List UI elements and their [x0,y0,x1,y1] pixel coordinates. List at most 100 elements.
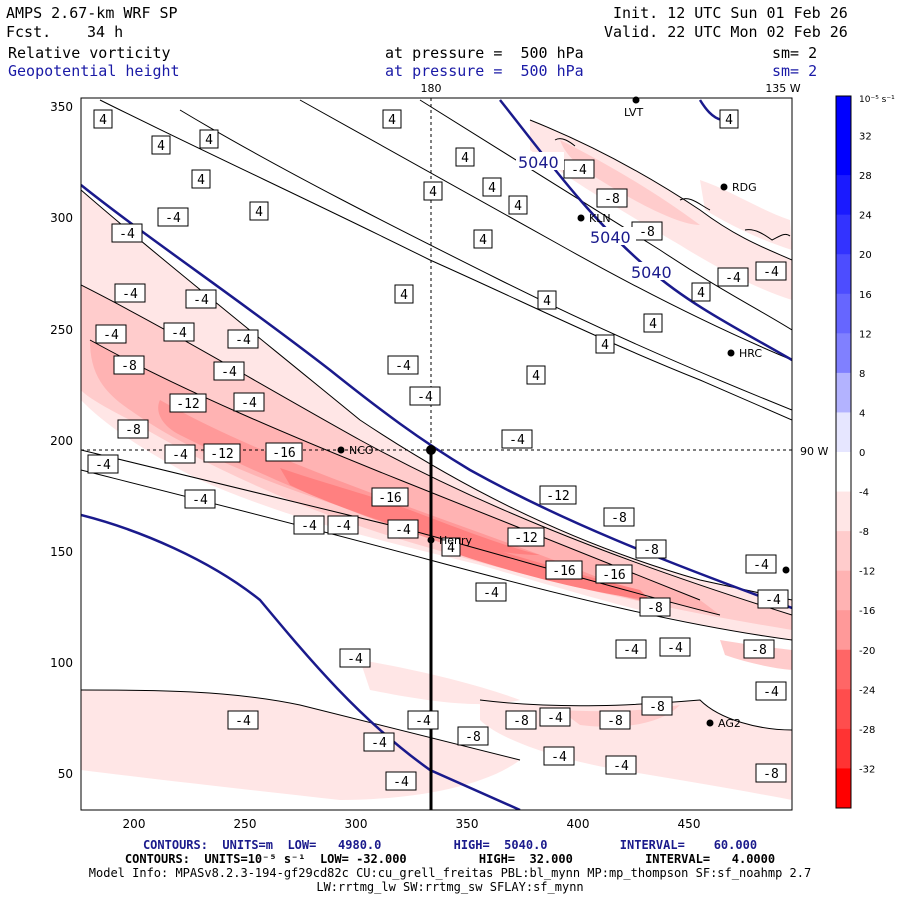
colorbar-label: 4 [859,408,865,419]
y-tick: 350 [50,100,73,114]
forecast-value: 34 h [87,23,124,41]
vort-label: -4 [227,329,259,349]
svg-text:-4: -4 [417,390,433,405]
svg-text:-4: -4 [172,448,188,463]
vort-label: -4 [659,637,691,657]
svg-text:4: 4 [532,369,540,384]
colorbar-segment [836,135,851,176]
colorbar-unit: 10⁻⁵ s⁻¹ [859,95,895,105]
svg-text:-4: -4 [192,493,208,508]
vort-label: 4 [151,135,171,155]
vort-label: -8 [599,710,631,730]
field2-name: Geopotential height [8,62,180,80]
vort-label: -4 [407,710,439,730]
vort-label: 4 [423,181,443,201]
field2-smooth: sm= 2 [772,62,818,80]
field1-smooth: sm= 2 [772,44,818,62]
svg-text:HRC: HRC [739,347,762,360]
vort-label: -4 [757,589,789,609]
svg-text:-16: -16 [552,564,575,579]
colorbar-segment [836,570,851,611]
height-label: 5040 [590,228,631,247]
svg-text:-12: -12 [514,531,537,546]
svg-text:-4: -4 [763,685,779,700]
colorbar-segment [836,412,851,453]
station-marker: RDG [720,181,757,194]
vort-label: -4 [501,429,533,449]
vort-label: 4 [719,109,739,129]
colorbar-label: -20 [859,646,875,657]
x-tick: 400 [567,817,590,831]
colorbar-segment [836,491,851,532]
colorbar-label: -16 [859,606,875,617]
vort-label: 4 [537,290,557,310]
svg-text:4: 4 [205,133,213,148]
svg-text:-4: -4 [235,333,251,348]
colorbar-segment [836,293,851,334]
vort-label: -4 [164,444,196,464]
svg-text:-16: -16 [602,568,625,583]
colorbar-segment [836,96,851,137]
lon-label-180: 180 [421,82,442,95]
svg-text:-8: -8 [513,714,529,729]
svg-text:-4: -4 [395,523,411,538]
colorbar-label: -24 [859,685,875,696]
svg-text:-16: -16 [378,491,401,506]
x-tick: 350 [456,817,479,831]
svg-text:-8: -8 [125,423,141,438]
field2-level: at pressure = 500 hPa [385,62,584,80]
colorbar-label: -8 [859,527,869,538]
vort-label: -8 [639,597,671,617]
vort-label: -16 [371,487,409,507]
x-axis: 200 250 300 350 400 450 [123,817,701,831]
colorbar-label: 12 [859,329,872,340]
vort-label: -4 [163,322,195,342]
svg-text:-12: -12 [546,489,569,504]
vort-label: -4 [339,648,371,668]
vort-label: -4 [543,746,575,766]
svg-text:4: 4 [488,181,496,196]
svg-text:-8: -8 [611,511,627,526]
lat-label-90w: 90 W [800,445,828,458]
vort-label: -4 [539,707,571,727]
vort-label: -4 [227,710,259,730]
vort-label: -4 [363,732,395,752]
vorticity-labels: 4 4 4 4 4 4 4 4 4 4 4 4 4 4 4 4 4 4 4 -4… [87,109,789,791]
vort-label: -4 [114,283,146,303]
colorbar-segment [836,452,851,493]
svg-text:4: 4 [479,233,487,248]
colorbar-label: 32 [859,132,872,143]
vort-label: -8 [603,507,635,527]
svg-text:-8: -8 [643,543,659,558]
pole-marker [426,445,436,455]
vort-label: -16 [545,560,583,580]
vort-label: -4 [184,489,216,509]
vort-label: 4 [595,334,615,354]
svg-text:4: 4 [447,541,455,556]
station-marker: KLN [577,212,611,225]
svg-text:-8: -8 [639,225,655,240]
vort-label: 4 [191,169,211,189]
edge-marker [782,566,790,574]
svg-text:-8: -8 [751,643,767,658]
station-marker: HRC [727,347,762,360]
colorbar-segment [836,531,851,572]
svg-text:-4: -4 [753,558,769,573]
vort-label: -12 [203,443,241,463]
colorbar-segment [836,649,851,690]
station-marker: NCO [337,444,374,457]
svg-text:RDG: RDG [732,181,757,194]
vort-label: -4 [95,324,127,344]
vort-label: -12 [169,393,207,413]
svg-text:-8: -8 [649,700,665,715]
height-label: 5040 [518,153,559,172]
svg-text:-16: -16 [272,446,295,461]
svg-text:LVT: LVT [624,106,643,119]
svg-text:-8: -8 [607,714,623,729]
vort-label: -4 [293,515,325,535]
vort-label: 4 [691,282,711,302]
station-marker: LVT [624,96,643,119]
colorbar-label: 8 [859,369,865,380]
svg-text:4: 4 [514,199,522,214]
vort-label: -8 [755,763,787,783]
